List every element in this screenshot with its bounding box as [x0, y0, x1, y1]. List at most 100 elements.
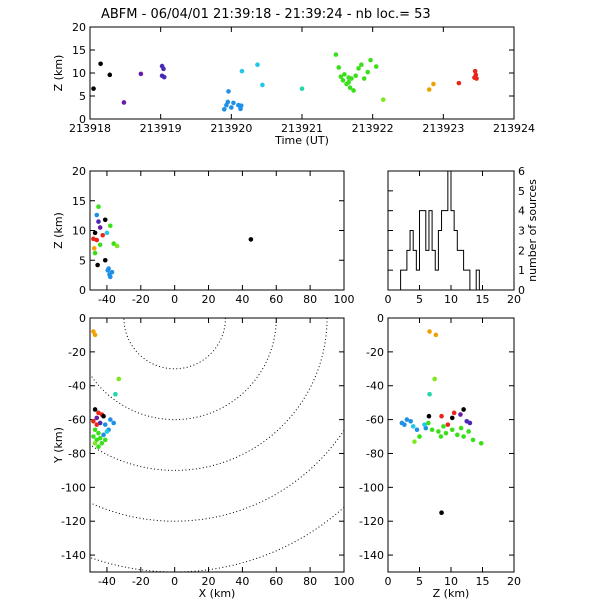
data-point-xz [102, 217, 108, 223]
data-point-top [456, 80, 462, 86]
data-point-xy [104, 429, 110, 434]
x-tick-label-xz: -40 [98, 293, 116, 306]
data-point-top [347, 85, 353, 91]
data-point-top [472, 68, 478, 74]
y-tick-label-hist: 6 [518, 165, 525, 178]
plot-frame-xz [89, 170, 345, 291]
x-tick-label-xz: 60 [269, 293, 283, 306]
plot-frame-top [89, 26, 515, 120]
x-axis-label-xy: X (km) [199, 587, 236, 600]
x-tick-label-xz: 80 [303, 293, 317, 306]
data-point-zy [432, 376, 437, 382]
data-point-top [98, 61, 103, 67]
data-point-top [333, 52, 339, 57]
data-point-zy [467, 420, 473, 426]
x-tick-label-xy: 40 [235, 575, 249, 588]
data-point-xz [107, 272, 112, 277]
data-point-zy [441, 424, 446, 429]
range-ring [90, 429, 344, 522]
data-point-top [380, 97, 386, 102]
y-tick-label-xz: 5 [79, 254, 86, 267]
x-tick-label-xy: -40 [98, 575, 116, 588]
data-point-top [361, 76, 367, 81]
data-point-zy [449, 427, 455, 433]
x-tick-label-xz: 20 [202, 293, 216, 306]
data-point-top [231, 100, 236, 106]
data-point-zy [445, 422, 451, 427]
data-point-top [107, 72, 113, 78]
data-point-top [351, 88, 356, 93]
y-tick-label-hist: 2 [518, 244, 525, 257]
data-point-xy [92, 407, 98, 412]
data-point-zy [461, 407, 466, 412]
data-point-top [255, 62, 260, 68]
data-point-zy [426, 413, 432, 419]
data-point-xy [97, 435, 103, 441]
axes-xz: -40 -20 0 20 40 60 80 100 0 5 10 15 20 Z (km) [52, 165, 355, 306]
data-point-top [359, 62, 364, 68]
y-axis-label-top: Z (km) [52, 55, 65, 92]
x-tick-label-hist: 0 [385, 293, 392, 306]
data-point-xy [101, 413, 106, 419]
data-point-xy [92, 441, 98, 446]
data-point-top [229, 105, 234, 110]
data-point-top [121, 100, 127, 105]
histogram-steps [400, 170, 480, 291]
x-tick-label-zy: 20 [507, 575, 521, 588]
y-tick-label-xy: -120 [61, 515, 86, 528]
data-point-xz [111, 241, 117, 246]
range-rings [90, 318, 344, 572]
data-point-xz [105, 268, 111, 273]
data-point-xy [111, 420, 117, 426]
data-point-top [239, 68, 245, 74]
data-point-xz [92, 230, 98, 236]
data-point-top [225, 99, 231, 105]
data-point-zy [451, 410, 457, 416]
data-point-zy [402, 422, 407, 427]
x-tick-label-top: 213920 [210, 122, 252, 135]
data-point-xy [102, 422, 108, 427]
data-point-top [336, 65, 342, 70]
axes-top: 213918 213919 213920 213921 213922 213923 2139… [52, 21, 535, 147]
data-point-zy [429, 427, 435, 433]
data-point-zy [458, 412, 463, 417]
data-point-xz [97, 242, 103, 248]
data-point-zy [433, 332, 439, 338]
x-tick-label-xz: 0 [171, 293, 178, 306]
x-tick-label-xy: 0 [171, 575, 178, 588]
y-tick-label-xz: 0 [79, 284, 86, 297]
y-tick-label-zy: -120 [359, 515, 384, 528]
y-tick-label-xy: -140 [61, 549, 86, 562]
data-point-top [161, 66, 166, 72]
x-tick-label-xz: -20 [132, 293, 150, 306]
data-point-xy [102, 437, 108, 443]
data-point-zy [410, 424, 416, 429]
data-point-xy [101, 432, 106, 438]
x-tick-label-top: 213923 [422, 122, 464, 135]
y-tick-label-xy: -40 [68, 380, 86, 393]
y-tick-label-hist: 0 [518, 284, 525, 297]
data-point-xy [97, 420, 103, 426]
data-point-zy [455, 432, 460, 438]
data-point-top [138, 71, 144, 77]
data-point-zy [438, 434, 444, 439]
data-point-xy [96, 430, 101, 436]
data-point-zy [436, 429, 441, 434]
data-point-top [472, 75, 477, 80]
points-zy [399, 329, 484, 516]
x-tick-label-top: 213921 [281, 122, 323, 135]
y-tick-label-top: 0 [79, 113, 86, 126]
y-tick-label-top: 15 [72, 44, 86, 57]
x-tick-label-xz: 100 [334, 293, 355, 306]
x-tick-label-xz: 40 [235, 293, 249, 306]
data-point-zy [466, 429, 471, 434]
y-tick-label-hist: 1 [518, 264, 525, 277]
data-point-zy [449, 415, 455, 421]
x-axis-label-top: Time (UT) [274, 134, 329, 147]
data-point-xz [102, 257, 108, 263]
axes-zy: 0 5 10 15 20 -140 -120 -100 -80 -60 -40 -20 0 Z (km) [359, 312, 521, 600]
x-tick-label-xy: -20 [132, 575, 150, 588]
data-point-xy [113, 391, 118, 397]
data-point-xz [104, 230, 110, 236]
